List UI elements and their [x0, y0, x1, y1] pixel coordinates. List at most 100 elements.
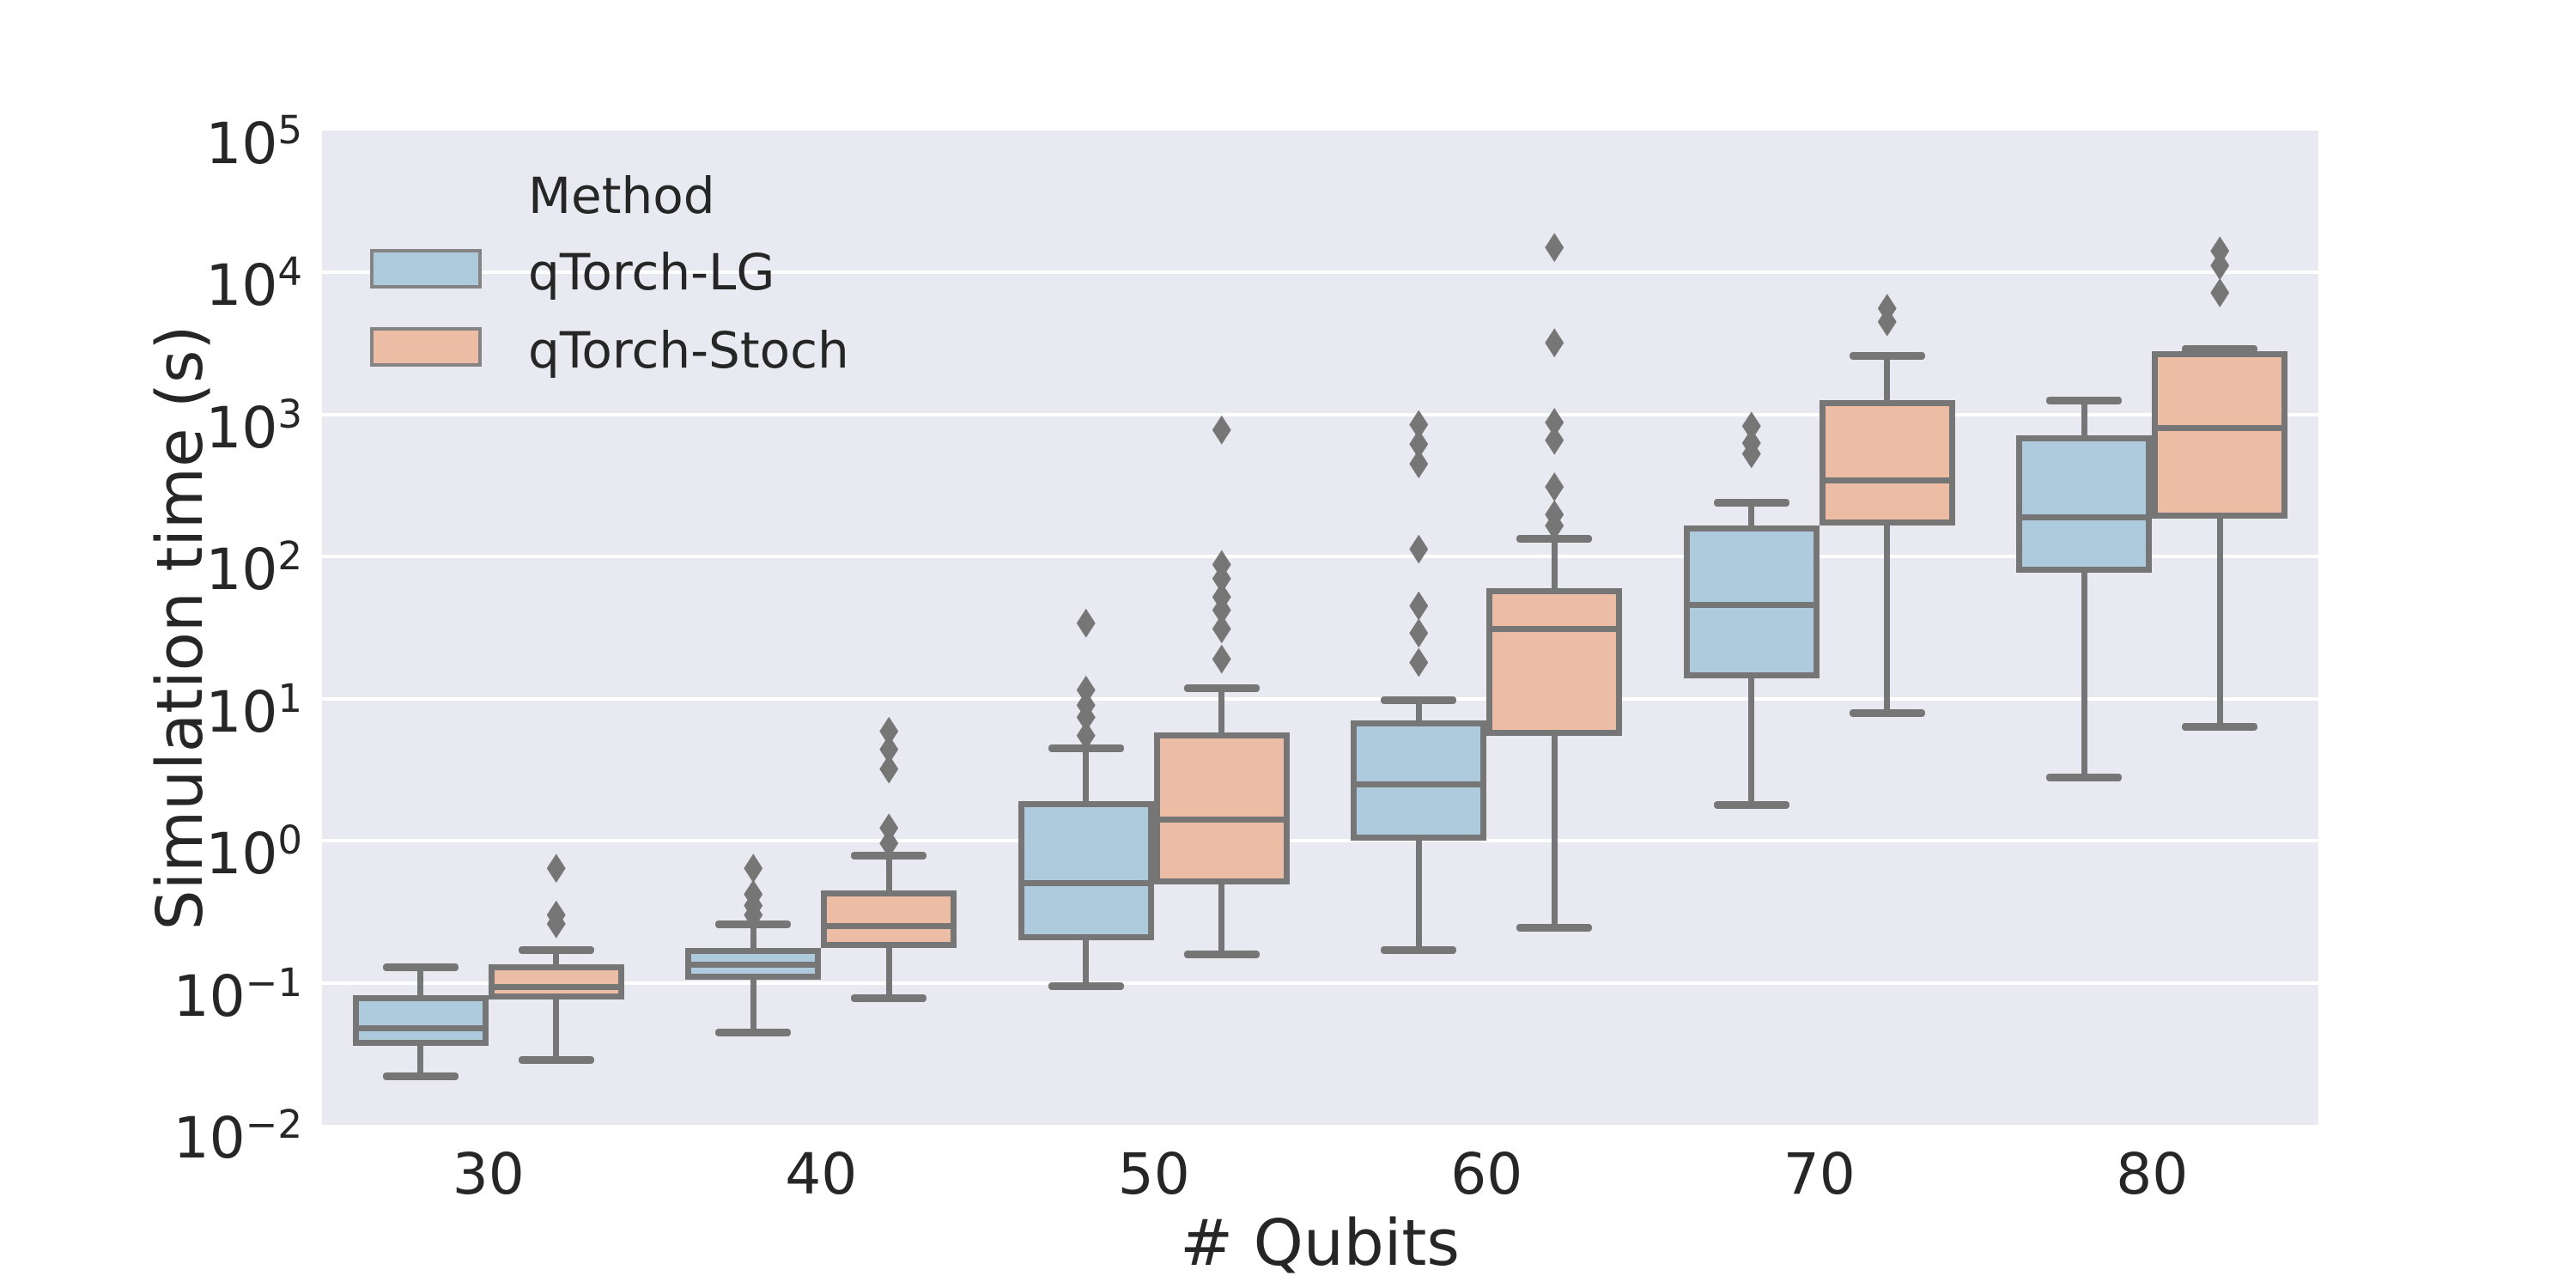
outlier-marker — [1212, 415, 1231, 445]
outlier-marker — [1076, 675, 1096, 705]
median-line — [494, 983, 618, 990]
whisker-cap-high — [1713, 499, 1789, 507]
outlier-marker — [744, 854, 763, 884]
outlier-marker — [1409, 534, 1429, 564]
whisker-cap-high — [1381, 696, 1457, 705]
outlier-marker — [1545, 425, 1564, 455]
x-tick-label: 30 — [452, 1141, 525, 1207]
outlier-marker — [1877, 294, 1897, 324]
gridline — [322, 270, 2318, 275]
x-tick-label: 70 — [1783, 1141, 1856, 1207]
median-line — [2158, 425, 2282, 432]
whisker-cap-high — [382, 963, 459, 971]
whisker-cap-low — [1713, 800, 1789, 809]
outlier-marker — [546, 900, 566, 930]
outlier-marker — [2210, 251, 2230, 281]
outlier-marker — [1212, 550, 1231, 580]
gridline — [322, 412, 2318, 416]
outlier-marker — [1409, 618, 1429, 648]
y-tick-label: 100 — [205, 817, 302, 888]
y-tick-label: 105 — [205, 107, 302, 177]
outlier-marker — [1076, 608, 1096, 638]
legend-label: qTorch-LG — [528, 243, 775, 301]
median-line — [1357, 781, 1481, 787]
median-line — [1492, 625, 1617, 632]
whisker-cap-low — [1516, 924, 1593, 933]
whisker-cap-low — [1048, 982, 1124, 991]
whisker-cap-low — [1183, 950, 1260, 958]
box-qtorch-lg-50 — [1018, 801, 1154, 940]
outlier-marker — [1545, 328, 1564, 358]
x-tick-label: 40 — [785, 1141, 858, 1207]
whisker-cap-high — [2046, 397, 2123, 405]
median-line — [1024, 880, 1148, 887]
median-line — [1825, 477, 1949, 483]
outlier-marker — [1076, 690, 1096, 720]
legend-label: qTorch-Stoch — [528, 321, 849, 380]
outlier-marker — [879, 734, 899, 764]
box-qtorch-lg-60 — [1351, 720, 1487, 841]
whisker-cap-high — [1849, 352, 1925, 361]
outlier-marker — [879, 813, 899, 843]
box-qtorch-stoch-50 — [1153, 732, 1290, 885]
median-line — [2022, 513, 2147, 520]
median-line — [1689, 601, 1814, 608]
y-tick-label: 102 — [205, 533, 302, 604]
gridline — [322, 981, 2318, 985]
legend-swatch-qtorch-lg — [370, 249, 482, 289]
outlier-marker — [1409, 449, 1429, 479]
outlier-marker — [879, 716, 899, 746]
legend-swatch-qtorch-stoch — [370, 327, 482, 367]
y-tick-label: 101 — [205, 675, 302, 745]
outlier-marker — [744, 879, 763, 909]
box-qtorch-stoch-40 — [821, 890, 957, 949]
whisker-cap-low — [2046, 774, 2123, 782]
outlier-marker — [1409, 647, 1429, 677]
whisker-line — [2216, 349, 2223, 726]
gridline — [322, 555, 2318, 559]
y-tick-label: 10−1 — [173, 959, 302, 1030]
outlier-marker — [1545, 408, 1564, 438]
y-tick-label: 10−2 — [173, 1102, 302, 1171]
outlier-marker — [1545, 233, 1564, 263]
y-tick-label: 104 — [205, 249, 302, 319]
x-tick-label: 60 — [1450, 1141, 1523, 1207]
x-axis-label: # Qubits — [1180, 1206, 1460, 1280]
whisker-cap-low — [382, 1072, 459, 1081]
outlier-marker — [1409, 429, 1429, 459]
whisker-cap-low — [1849, 708, 1925, 717]
outlier-marker — [1545, 472, 1564, 501]
box-qtorch-stoch-70 — [1819, 400, 1955, 526]
whisker-cap-high — [2182, 345, 2258, 354]
outlier-marker — [2210, 278, 2230, 308]
outlier-marker — [1212, 614, 1231, 644]
outlier-marker — [1409, 410, 1429, 440]
outlier-marker — [1076, 720, 1096, 750]
whisker-line — [553, 950, 560, 1060]
median-line — [1159, 817, 1284, 823]
whisker-cap-low — [851, 994, 927, 1003]
legend: Method qTorch-LG qTorch-Stoch — [322, 131, 1095, 405]
outlier-marker — [879, 829, 899, 859]
whisker-cap-high — [518, 946, 594, 955]
box-qtorch-lg-80 — [2016, 435, 2153, 574]
whisker-cap-low — [715, 1028, 792, 1036]
median-line — [827, 923, 951, 930]
x-tick-label: 80 — [2116, 1141, 2189, 1207]
outlier-marker — [1212, 644, 1231, 674]
whisker-cap-low — [518, 1055, 594, 1064]
y-tick-label: 103 — [205, 391, 302, 461]
gridline — [322, 839, 2318, 843]
outlier-marker — [2210, 236, 2230, 266]
whisker-cap-low — [2182, 722, 2258, 731]
y-axis-label: Simulation time (s) — [143, 325, 217, 931]
whisker-cap-high — [1183, 683, 1260, 692]
gridline — [322, 696, 2318, 701]
legend-title: Method — [528, 167, 715, 225]
box-qtorch-stoch-30 — [488, 964, 624, 1000]
box-qtorch-stoch-80 — [2152, 350, 2288, 519]
box-qtorch-lg-30 — [352, 994, 489, 1046]
plot-area: Method qTorch-LG qTorch-Stoch — [322, 131, 2318, 1125]
outlier-marker — [546, 854, 566, 884]
